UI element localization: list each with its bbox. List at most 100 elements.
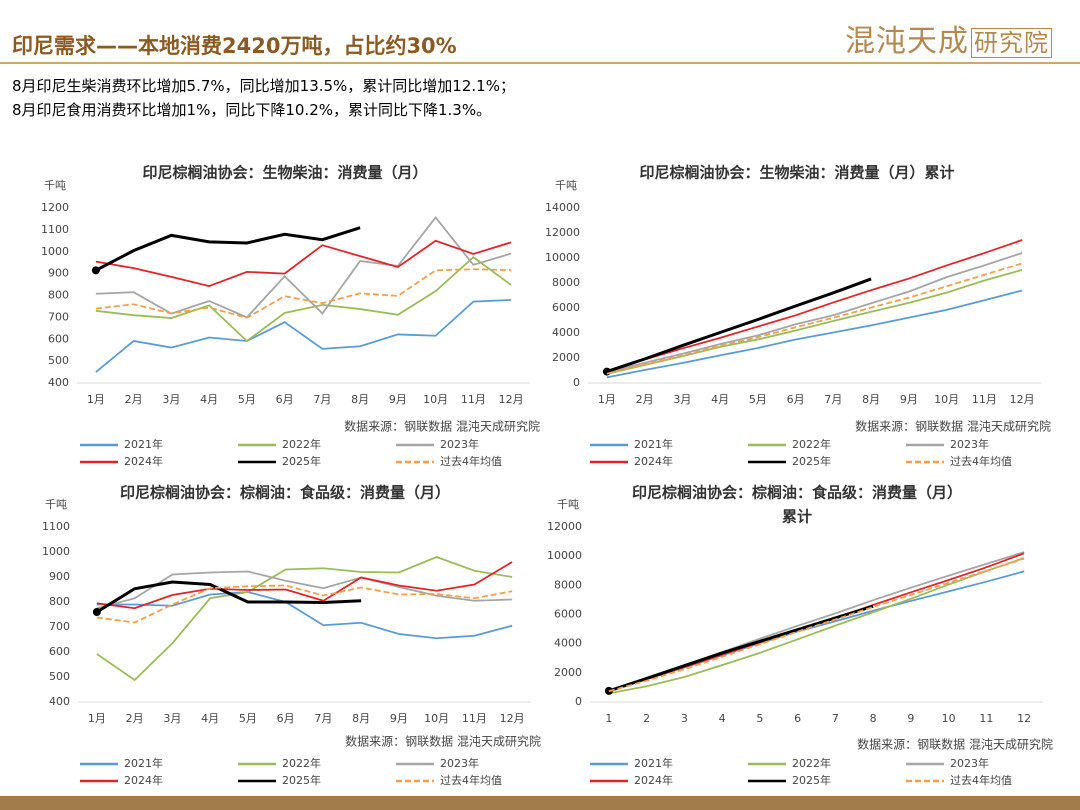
x-tick-label: 7月 — [824, 393, 842, 406]
y-tick-label: 900 — [48, 267, 69, 280]
y-tick-label: 14000 — [545, 201, 580, 214]
x-tick-label: 8月 — [862, 393, 880, 406]
series-line — [606, 239, 1023, 372]
y-tick-label: 12000 — [545, 226, 580, 239]
x-tick-label: 7月 — [313, 393, 331, 406]
x-tick-label: 3月 — [162, 393, 180, 406]
series-line — [606, 269, 1023, 375]
x-tick-label: 11月 — [462, 712, 487, 725]
x-tick-label: 9月 — [900, 393, 918, 406]
source: 数据来源：钢联数据 混沌天成研究院 — [345, 734, 541, 749]
source: 数据来源：钢联数据 混沌天成研究院 — [344, 419, 540, 434]
x-tick-label: 3 — [681, 712, 688, 725]
logo-main: 混沌天成 — [845, 24, 969, 59]
y-tick-label: 1100 — [42, 520, 70, 533]
x-tick-label: 2月 — [636, 393, 654, 406]
y-tick-label: 8000 — [552, 276, 580, 289]
logo-sub: 研究院 — [971, 28, 1052, 58]
x-tick-label: 10月 — [934, 393, 959, 406]
x-tick-label: 5月 — [749, 393, 767, 406]
y-tick-label: 700 — [48, 310, 69, 323]
series-line — [95, 239, 512, 288]
x-tick-label: 6月 — [276, 393, 294, 406]
y-tick-label: 12000 — [547, 520, 582, 533]
y-tick-label: 1000 — [42, 545, 70, 558]
series-line — [96, 561, 513, 610]
x-tick-label: 12月 — [499, 393, 524, 406]
x-tick-label: 1月 — [598, 393, 616, 406]
x-tick-label: 2 — [643, 712, 650, 725]
x-tick-label: 10月 — [424, 712, 449, 725]
series-line — [606, 289, 1023, 379]
x-tick-label: 4月 — [200, 393, 218, 406]
legend-label: 过去4年均值 — [440, 454, 502, 468]
series-line — [95, 215, 512, 319]
y-tick-label: 0 — [575, 695, 582, 708]
y-tick-label: 8000 — [554, 578, 582, 591]
legend-label: 2021年 — [124, 756, 163, 770]
x-tick-label: 7月 — [314, 712, 332, 725]
y-tick-label: 2000 — [554, 666, 582, 679]
y-unit: 千吨 — [45, 498, 67, 511]
y-tick-label: 700 — [49, 620, 70, 633]
source: 数据来源：钢联数据 混沌天成研究院 — [855, 419, 1051, 434]
source: 数据来源：钢联数据 混沌天成研究院 — [857, 737, 1053, 752]
x-tick-label: 8月 — [352, 712, 370, 725]
x-tick-label: 4 — [719, 712, 726, 725]
legend-label: 2025年 — [282, 773, 321, 787]
x-tick-label: 5月 — [238, 393, 256, 406]
y-unit: 千吨 — [44, 179, 66, 192]
y-tick-label: 10000 — [547, 549, 582, 562]
x-tick-label: 9月 — [390, 712, 408, 725]
chart-title: 印尼棕榈油协会：棕榈油：食品级：消费量（月） — [632, 484, 962, 502]
y-tick-label: 400 — [49, 695, 70, 708]
legend-label: 2022年 — [282, 756, 321, 770]
y-tick-label: 6000 — [554, 608, 582, 621]
x-tick-label: 3月 — [163, 712, 181, 725]
legend-label: 2024年 — [124, 773, 163, 787]
x-tick-label: 5 — [756, 712, 763, 725]
footer-bar — [0, 796, 1080, 810]
x-tick-label: 1月 — [88, 712, 106, 725]
series-line — [96, 591, 513, 640]
x-tick-label: 9 — [907, 712, 914, 725]
y-tick-label: 900 — [49, 570, 70, 583]
series-line — [606, 252, 1023, 374]
legend-label: 过去4年均值 — [440, 773, 502, 787]
x-tick-label: 3月 — [673, 393, 691, 406]
x-tick-label: 2月 — [125, 393, 143, 406]
x-tick-label: 11 — [979, 712, 993, 725]
x-tick-label: 2月 — [126, 712, 144, 725]
y-tick-label: 500 — [48, 354, 69, 367]
y-tick-label: 1100 — [41, 223, 69, 236]
y-tick-label: 1000 — [41, 245, 69, 258]
y-tick-label: 1200 — [41, 201, 69, 214]
legend-label: 2024年 — [634, 773, 673, 787]
series-line — [96, 580, 362, 614]
series-line — [96, 556, 513, 682]
start-marker — [91, 266, 100, 275]
y-tick-label: 10000 — [545, 251, 580, 264]
series-line — [606, 277, 872, 373]
legend-label: 2022年 — [792, 437, 831, 451]
x-tick-label: 10 — [942, 712, 956, 725]
y-tick-label: 6000 — [552, 301, 580, 314]
legend-label: 2021年 — [634, 756, 673, 770]
series-line — [96, 584, 513, 624]
chart-title: 印尼棕榈油协会：生物柴油：消费量（月）累计 — [639, 164, 954, 182]
legend-label: 2021年 — [124, 437, 163, 451]
x-tick-label: 12月 — [500, 712, 525, 725]
legend-label: 2023年 — [950, 756, 989, 770]
x-tick-label: 9月 — [389, 393, 407, 406]
page-title: 印尼需求——本地消费2420万吨，占比约30% — [12, 34, 457, 58]
legend-label: 2022年 — [282, 437, 321, 451]
y-tick-label: 0 — [573, 376, 580, 389]
series-line — [608, 557, 1025, 695]
y-tick-label: 4000 — [554, 637, 582, 650]
header-rule — [0, 62, 1080, 64]
chart-title: 印尼棕榈油协会：棕榈油：食品级：消费量（月） — [120, 484, 450, 502]
x-tick-label: 6月 — [787, 393, 805, 406]
y-tick-label: 4000 — [552, 326, 580, 339]
